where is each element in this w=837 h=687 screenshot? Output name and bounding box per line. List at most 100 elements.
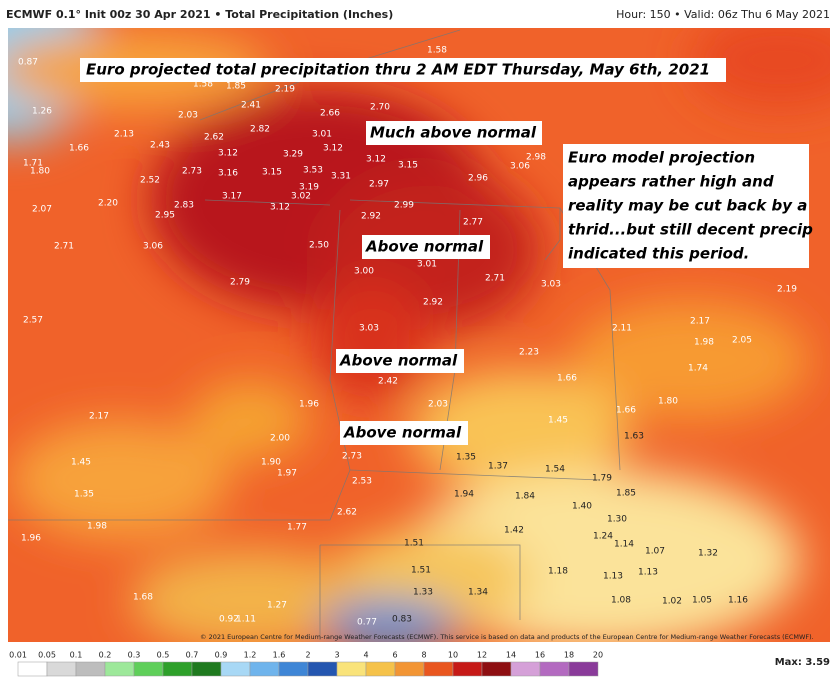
station-value: 1.71 <box>23 159 43 169</box>
station-value: 2.98 <box>526 153 546 163</box>
station-value: 2.41 <box>241 101 261 111</box>
station-value: 1.13 <box>603 572 623 582</box>
station-value: 2.82 <box>250 125 270 135</box>
station-value: 0.83 <box>392 615 412 625</box>
station-value: 2.71 <box>54 242 74 252</box>
colorbar-label: 8 <box>421 651 426 660</box>
station-value: 2.96 <box>468 174 488 184</box>
colorbar-swatch <box>336 661 367 677</box>
station-value: 1.51 <box>411 566 431 576</box>
station-value: 1.79 <box>592 474 612 484</box>
colorbar-label: 16 <box>535 651 545 660</box>
station-value: 1.05 <box>692 596 712 606</box>
colorbar-label: 6 <box>392 651 397 660</box>
above-label: Above normal <box>365 238 484 256</box>
station-value: 1.18 <box>548 567 568 577</box>
station-value: 2.17 <box>690 317 710 327</box>
station-value: 1.80 <box>658 397 678 407</box>
station-value: 2.73 <box>182 167 202 177</box>
colorbar-label: 2 <box>305 651 310 660</box>
station-value: 3.06 <box>510 162 530 172</box>
colorbar-label: 4 <box>363 651 368 660</box>
station-value: 3.16 <box>218 169 238 179</box>
station-value: 1.84 <box>515 492 535 502</box>
colorbar-label: 20 <box>593 651 603 660</box>
station-value: 1.14 <box>614 540 634 550</box>
colorbar-swatch <box>278 661 309 677</box>
colorbar-label: 0.2 <box>99 651 112 660</box>
station-value: 1.32 <box>698 549 718 559</box>
station-value: 1.77 <box>287 523 307 533</box>
colorbar-swatch <box>46 661 77 677</box>
station-value: 3.17 <box>222 192 242 202</box>
colorbar-swatch <box>162 661 193 677</box>
station-value: 3.12 <box>323 144 343 154</box>
colorbar-label: 0.5 <box>157 651 170 660</box>
station-value: 2.95 <box>155 211 175 221</box>
station-value: 0.77 <box>357 618 377 628</box>
colorbar-swatch <box>133 661 164 677</box>
station-value: 3.12 <box>270 203 290 213</box>
station-value: 2.00 <box>270 434 290 444</box>
station-value: 3.15 <box>262 168 282 178</box>
colorbar-swatch <box>568 661 599 677</box>
note-line: thrid...but still decent precip <box>568 221 813 239</box>
station-value: 1.07 <box>645 547 665 557</box>
headline: Euro projected total precipitation thru … <box>86 61 710 79</box>
station-value: 2.07 <box>32 205 52 215</box>
colorbar-swatch <box>539 661 570 677</box>
colorbar-swatch <box>394 661 425 677</box>
note-line: reality may be cut back by a <box>568 197 807 215</box>
colorbar-swatch <box>104 661 135 677</box>
station-value: 1.85 <box>616 489 636 499</box>
colorbar-swatch <box>249 661 280 677</box>
station-value: 1.97 <box>277 469 297 479</box>
station-value: 1.42 <box>504 526 524 536</box>
station-value: 2.19 <box>275 85 295 95</box>
station-value: 3.06 <box>143 242 163 252</box>
station-value: 2.20 <box>98 199 118 209</box>
station-value: 1.37 <box>488 462 508 472</box>
note-box <box>563 144 809 268</box>
station-value: 1.54 <box>545 465 565 475</box>
headline-box <box>80 58 726 82</box>
station-value: 2.42 <box>378 377 398 387</box>
station-value: 2.05 <box>732 336 752 346</box>
copyright: © 2021 European Centre for Medium-range … <box>200 633 814 641</box>
colorbar-label: 0.05 <box>38 651 56 660</box>
above-label: Above normal <box>343 424 462 442</box>
colorbar-swatch <box>191 661 222 677</box>
colorbar-label: 10 <box>448 651 458 660</box>
note-line: Euro model projection <box>568 149 755 167</box>
colorbar-swatch <box>510 661 541 677</box>
colorbar-label: 12 <box>477 651 487 660</box>
station-value: 1.68 <box>133 593 153 603</box>
station-value: 1.40 <box>572 502 592 512</box>
station-value: 1.80 <box>30 167 50 177</box>
station-value: 1.85 <box>226 82 246 92</box>
station-value: 2.50 <box>309 241 329 251</box>
station-value: 1.27 <box>267 601 287 611</box>
station-value: 2.66 <box>320 109 340 119</box>
station-value: 2.17 <box>89 412 109 422</box>
station-value: 3.12 <box>218 149 238 159</box>
header-title: ECMWF 0.1° Init 00z 30 Apr 2021 • Total … <box>6 8 393 21</box>
colorbar-label: 0.3 <box>128 651 141 660</box>
station-value: 3.31 <box>331 172 351 182</box>
colorbar-label: 0.1 <box>70 651 83 660</box>
much-above-label: Much above normal <box>370 124 537 142</box>
station-value: 1.26 <box>32 107 52 117</box>
station-value: 3.19 <box>299 183 319 193</box>
station-value: 2.53 <box>352 477 372 487</box>
station-value: 2.71 <box>485 274 505 284</box>
max-value: Max: 3.59 <box>775 657 830 668</box>
station-value: 3.15 <box>398 161 418 171</box>
station-value: 2.52 <box>140 176 160 186</box>
colorbar-swatch <box>481 661 512 677</box>
station-value: 1.98 <box>694 338 714 348</box>
station-value: 3.12 <box>366 155 386 165</box>
station-value: 2.70 <box>370 103 390 113</box>
station-value: 3.03 <box>541 280 561 290</box>
station-value: 2.13 <box>114 130 134 140</box>
